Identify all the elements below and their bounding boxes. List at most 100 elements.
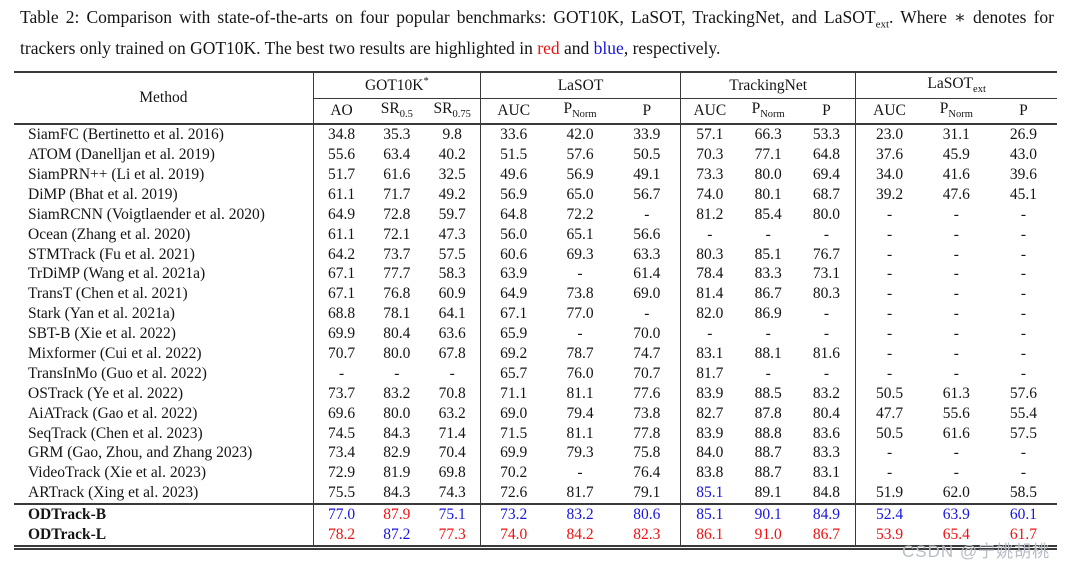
caption-text: and	[559, 37, 594, 58]
value-cell: 85.1	[680, 502, 739, 525]
value-cell: 82.3	[633, 526, 661, 543]
value-cell: 31.1	[922, 123, 990, 145]
value-cell: 87.8	[754, 404, 782, 422]
value-cell: -	[680, 224, 739, 245]
value-cell: 70.8	[438, 384, 466, 402]
value-cell: 41.6	[942, 165, 970, 183]
value-cell: 26.9	[989, 123, 1057, 145]
table-row: TransT (Chen et al. 2021) 67.1 76.8 60.9 64.…	[14, 284, 1057, 305]
value-cell: 40.2	[438, 146, 466, 164]
value-cell: 64.9	[479, 284, 547, 305]
value-cell: 73.7	[312, 383, 370, 404]
value-cell: 83.2	[812, 384, 841, 402]
value-cell: 32.5	[438, 165, 466, 183]
value-cell: 81.1	[566, 424, 594, 442]
value-cell: 67.8	[438, 344, 466, 362]
value-cell: 73.1	[812, 265, 841, 283]
value-cell: -	[953, 225, 959, 243]
comparison-table: Method GOT10K* LaSOT TrackingNet LaSOText AO…	[14, 73, 1057, 545]
value-cell: -	[855, 304, 923, 324]
value-cell: 81.7	[680, 363, 739, 384]
value-cell: -	[953, 205, 959, 223]
value-cell: -	[644, 205, 650, 223]
value-cell: 67.1	[312, 264, 370, 285]
method-name-cell: DiMP (Bhat et al. 2019)	[28, 185, 178, 203]
value-cell: -	[644, 305, 650, 323]
value-cell: -	[855, 323, 923, 344]
subscript: ext	[973, 83, 986, 95]
value-cell: 69.0	[633, 285, 661, 303]
value-cell: 80.4	[812, 404, 841, 422]
value-cell: 61.6	[383, 165, 411, 183]
value-cell: 77.8	[633, 424, 661, 442]
value-cell: -	[765, 325, 771, 343]
value-cell: 73.7	[383, 245, 411, 263]
value-cell: 80.0	[812, 205, 841, 223]
value-cell: 81.1	[566, 384, 594, 402]
value-cell: 84.8	[812, 484, 841, 502]
value-cell: 77.0	[566, 305, 594, 323]
value-cell: 69.9	[312, 323, 370, 344]
method-name-cell: STMTrack (Fu et al. 2021)	[28, 245, 195, 263]
metric-header: PNorm	[563, 100, 597, 121]
table-row: Ocean (Zhang et al. 2020) 61.1 72.1 47.3 56.…	[14, 224, 1057, 245]
value-cell: -	[855, 443, 923, 464]
value-cell: 57.5	[438, 245, 466, 263]
table-row: TransInMo (Guo et al. 2022) - - - 65.7 76.0 70…	[14, 363, 1057, 384]
value-cell: 81.6	[812, 344, 841, 362]
benchmark-group-header: LaSOT	[479, 73, 681, 99]
value-cell: -	[449, 364, 455, 382]
value-cell: 55.4	[1009, 404, 1037, 422]
value-cell: -	[1020, 285, 1026, 303]
value-cell: 43.0	[1009, 146, 1037, 164]
metric-header: P	[642, 102, 652, 120]
value-cell: 73.4	[312, 443, 370, 464]
value-cell: -	[953, 464, 959, 482]
value-cell: 51.5	[479, 144, 547, 165]
value-cell: 66.3	[738, 123, 798, 145]
value-cell: 53.9	[855, 524, 923, 545]
benchmark-group-header: LaSOText	[855, 73, 1057, 99]
value-cell: 74.7	[633, 344, 661, 362]
value-cell: 45.1	[1009, 185, 1037, 203]
method-name-cell: SBT-B (Xie et al. 2022)	[28, 325, 176, 343]
value-cell: -	[577, 265, 583, 283]
subscript: 0.75	[452, 109, 471, 121]
table-row: ATOM (Danelljan et al. 2019) 55.6 63.4 40.2…	[14, 144, 1057, 165]
value-cell: 67.1	[479, 304, 547, 324]
value-cell: 80.3	[812, 285, 841, 303]
value-cell: 70.3	[680, 144, 739, 165]
subscript: 0.5	[399, 109, 413, 121]
value-cell: 61.1	[312, 184, 370, 205]
method-name-cell: Mixformer (Cui et al. 2022)	[28, 344, 202, 362]
value-cell: 85.4	[754, 205, 782, 223]
caption-text: , respectively.	[623, 37, 721, 58]
value-cell: 56.6	[633, 225, 661, 243]
value-cell: 69.6	[312, 403, 370, 424]
value-cell: -	[823, 225, 830, 243]
value-cell: 57.6	[566, 146, 594, 164]
metric-header: PNorm	[751, 100, 785, 121]
table-row: ODTrack-L 78.2 87.2 77.3 74.0 84.2 82.3 86.1 91.…	[14, 524, 1057, 545]
value-cell: 62.0	[942, 484, 970, 502]
value-cell: 77.6	[633, 384, 661, 402]
value-cell: -	[1020, 205, 1026, 223]
value-cell: 50.5	[633, 146, 661, 164]
value-cell: 9.8	[424, 123, 481, 145]
value-cell: 73.8	[566, 285, 594, 303]
value-cell: 80.4	[383, 325, 411, 343]
value-cell: -	[1020, 225, 1026, 243]
value-cell: 63.9	[479, 264, 547, 285]
table-row: Mixformer (Cui et al. 2022) 70.7 80.0 67.8 6…	[14, 343, 1057, 364]
value-cell: 58.5	[1009, 484, 1037, 502]
value-cell: 79.3	[566, 444, 594, 462]
value-cell: -	[953, 344, 959, 362]
value-cell: 80.0	[383, 344, 411, 362]
value-cell: 69.0	[479, 403, 547, 424]
value-cell: 63.6	[438, 325, 466, 343]
method-name-cell: ARTrack (Xing et al. 2023)	[28, 484, 199, 502]
value-cell: 73.3	[680, 164, 739, 185]
value-cell: 84.3	[383, 424, 411, 442]
value-cell: 52.4	[855, 502, 923, 525]
caption-text: . Where ∗ denotes for trackers only trai…	[20, 7, 1054, 58]
